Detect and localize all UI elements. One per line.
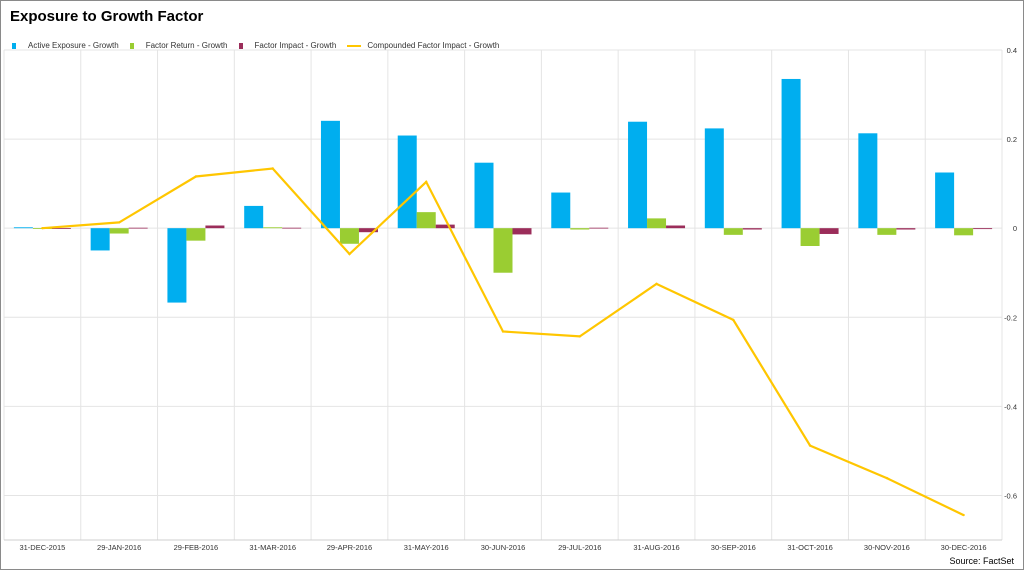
line-point-6[interactable] <box>501 330 505 333</box>
bar-factor-return-growth-9[interactable] <box>723 228 743 235</box>
bar-factor-impact-growth-10[interactable] <box>819 228 839 234</box>
x-tick-label: 31-AUG-2016 <box>633 543 679 552</box>
x-tick-label: 31-MAR-2016 <box>249 543 296 552</box>
legend-swatch-active-exposure <box>12 42 16 49</box>
line-point-5[interactable] <box>425 180 428 184</box>
bar-factor-impact-growth-5[interactable] <box>435 224 455 229</box>
bar-series <box>13 78 993 303</box>
line-point-9[interactable] <box>732 318 735 322</box>
legend-label-factor-impact: Factor Impact - Growth <box>254 41 337 50</box>
chart-legend: Active Exposure - Growth Factor Return -… <box>12 41 510 50</box>
legend-swatch-factor-return <box>129 42 134 49</box>
y-tick-label: -0.2 <box>1004 313 1017 322</box>
line-point-0[interactable] <box>41 226 44 230</box>
chart-title: Exposure to Growth Factor <box>10 8 204 25</box>
bar-active-exposure-growth-0[interactable] <box>13 227 33 229</box>
bar-factor-impact-growth-12[interactable] <box>973 228 993 230</box>
bar-active-exposure-growth-1[interactable] <box>90 228 110 251</box>
bar-factor-return-growth-7[interactable] <box>570 228 590 230</box>
bar-factor-return-growth-5[interactable] <box>416 212 436 229</box>
line-point-2[interactable] <box>194 175 198 178</box>
bar-factor-impact-growth-2[interactable] <box>205 225 225 229</box>
bar-factor-return-growth-1[interactable] <box>109 228 129 234</box>
legend-item-compounded-impact[interactable]: Compounded Factor Impact - Growth <box>347 41 499 50</box>
line-point-11[interactable] <box>885 476 889 480</box>
bar-active-exposure-growth-4[interactable] <box>320 120 340 229</box>
bar-factor-return-growth-10[interactable] <box>800 228 820 246</box>
legend-label-compounded-impact: Compounded Factor Impact - Growth <box>367 41 500 50</box>
x-tick-label: 29-FEB-2016 <box>174 543 219 552</box>
x-tick-label: 30-DEC-2016 <box>941 543 987 552</box>
source-note: Source: FactSet <box>949 556 1014 566</box>
bar-factor-impact-growth-6[interactable] <box>512 228 532 235</box>
legend-label-factor-return: Factor Return - Growth <box>145 41 228 50</box>
bar-active-exposure-growth-7[interactable] <box>551 192 571 229</box>
line-point-3[interactable] <box>271 167 274 170</box>
bar-factor-impact-growth-1[interactable] <box>128 227 148 229</box>
line-point-1[interactable] <box>117 221 121 224</box>
bar-active-exposure-growth-3[interactable] <box>244 205 264 229</box>
bar-active-exposure-growth-11[interactable] <box>858 133 878 229</box>
bar-factor-impact-growth-8[interactable] <box>666 225 686 229</box>
bar-active-exposure-growth-6[interactable] <box>474 162 494 229</box>
bar-factor-impact-growth-11[interactable] <box>896 228 916 230</box>
bar-active-exposure-growth-8[interactable] <box>628 121 648 229</box>
x-tick-label: 30-JUN-2016 <box>481 543 526 552</box>
line-point-7[interactable] <box>578 335 581 338</box>
legend-swatch-factor-impact <box>238 42 243 49</box>
bar-active-exposure-growth-2[interactable] <box>167 228 187 303</box>
x-tick-label: 30-SEP-2016 <box>711 543 756 552</box>
y-tick-label: 0.4 <box>1007 46 1017 55</box>
legend-item-factor-impact[interactable]: Factor Impact - Growth <box>238 41 337 50</box>
bar-factor-return-growth-8[interactable] <box>647 218 667 229</box>
x-tick-label: 31-OCT-2016 <box>787 543 832 552</box>
bar-factor-impact-growth-0[interactable] <box>51 228 71 229</box>
bar-factor-return-growth-6[interactable] <box>493 228 513 273</box>
bar-factor-return-growth-3[interactable] <box>263 227 283 229</box>
x-tick-label: 31-DEC-2015 <box>19 543 65 552</box>
bar-factor-impact-growth-9[interactable] <box>742 228 762 230</box>
y-tick-label: 0 <box>1013 224 1017 233</box>
legend-label-active-exposure: Active Exposure - Growth <box>28 41 119 50</box>
bar-active-exposure-growth-10[interactable] <box>781 78 801 229</box>
line-point-10[interactable] <box>808 444 812 447</box>
bar-factor-return-growth-11[interactable] <box>877 228 897 235</box>
legend-item-active-exposure[interactable]: Active Exposure - Growth <box>12 41 119 50</box>
x-axis-labels: 31-DEC-2015 29-JAN-2016 29-FEB-2016 31-MAR-… <box>19 543 986 552</box>
line-point-8[interactable] <box>655 282 658 286</box>
x-tick-label: 29-JUL-2016 <box>558 543 601 552</box>
bar-factor-impact-growth-3[interactable] <box>282 227 302 229</box>
x-tick-label: 30-NOV-2016 <box>864 543 910 552</box>
bar-active-exposure-growth-5[interactable] <box>397 135 417 229</box>
bar-factor-return-growth-2[interactable] <box>186 228 206 241</box>
bar-factor-return-growth-12[interactable] <box>954 228 974 236</box>
line-compounded-factor-impact[interactable] <box>42 167 965 517</box>
grid-lines <box>3 49 1003 541</box>
bar-active-exposure-growth-12[interactable] <box>935 172 955 229</box>
x-tick-label: 31-MAY-2016 <box>404 543 449 552</box>
bar-factor-impact-growth-7[interactable] <box>589 227 609 229</box>
y-axis-labels: 0.4 0.2 0 -0.2 -0.4 -0.6 <box>1004 46 1017 500</box>
line-point-4[interactable] <box>348 252 351 256</box>
legend-item-factor-return[interactable]: Factor Return - Growth <box>129 41 228 50</box>
bar-active-exposure-growth-9[interactable] <box>704 128 724 229</box>
y-tick-label: -0.4 <box>1004 402 1017 411</box>
bar-factor-impact-growth-4[interactable] <box>358 228 378 233</box>
bar-factor-return-growth-4[interactable] <box>339 228 359 244</box>
legend-swatch-compounded-impact <box>347 44 362 47</box>
y-tick-label: 0.2 <box>1007 135 1017 144</box>
x-tick-label: 29-APR-2016 <box>327 543 372 552</box>
line-series <box>41 167 965 517</box>
x-tick-label: 29-JAN-2016 <box>97 543 141 552</box>
y-tick-label: -0.6 <box>1004 491 1017 500</box>
line-point-12[interactable] <box>962 513 965 517</box>
